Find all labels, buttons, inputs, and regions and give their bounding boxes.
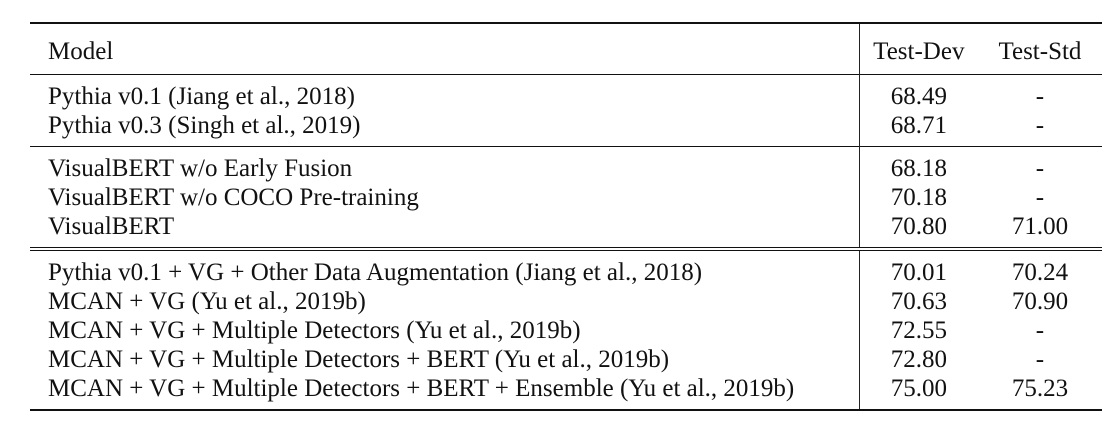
- test-std-cell: -: [1035, 346, 1045, 373]
- test-dev-cell: 68.18: [858, 146, 978, 183]
- test-std-cell: 70.24: [1011, 259, 1069, 286]
- header-test-dev: Test-Dev: [858, 23, 978, 75]
- test-std-cell: -: [1035, 83, 1045, 110]
- test-std-cell: 71.00: [1011, 213, 1069, 240]
- model-cell: Pythia v0.1 + VG + Other Data Augmentati…: [48, 259, 703, 286]
- test-std-cell: -: [1035, 317, 1045, 344]
- test-dev-cell: 70.80: [858, 212, 978, 249]
- table-row: MCAN + VG (Yu et al., 2019b) 70.63 70.90: [30, 287, 1102, 316]
- header-row: Model Test-Dev Test-Std: [30, 23, 1102, 75]
- table-row: VisualBERT w/o Early Fusion 68.18 -: [30, 146, 1102, 183]
- model-cell: VisualBERT w/o Early Fusion: [48, 155, 353, 182]
- test-dev-cell: 70.18: [858, 183, 978, 212]
- test-dev-cell: 70.63: [858, 287, 978, 316]
- test-dev-cell: 68.71: [858, 111, 978, 147]
- model-cell: VisualBERT: [48, 213, 175, 240]
- table-row: Pythia v0.1 (Jiang et al., 2018) 68.49 -: [30, 74, 1102, 111]
- table-row: MCAN + VG + Multiple Detectors + BERT + …: [30, 374, 1102, 410]
- header-model: Model: [48, 37, 114, 65]
- model-cell: MCAN + VG (Yu et al., 2019b): [48, 288, 366, 315]
- test-std-cell: -: [1035, 184, 1045, 211]
- model-cell: Pythia v0.1 (Jiang et al., 2018): [48, 83, 355, 110]
- header-test-std: Test-Std: [998, 37, 1082, 65]
- test-std-cell: -: [1035, 112, 1045, 139]
- model-cell: MCAN + VG + Multiple Detectors + BERT (Y…: [48, 346, 670, 373]
- model-cell: VisualBERT w/o COCO Pre-training: [48, 184, 419, 211]
- test-dev-cell: 72.80: [858, 345, 978, 374]
- table-header: Model Test-Dev Test-Std: [30, 23, 1102, 75]
- table-body: Pythia v0.1 (Jiang et al., 2018) 68.49- Py…: [30, 74, 1102, 410]
- model-cell: Pythia v0.3 (Singh et al., 2019): [48, 112, 361, 139]
- results-table: Model Test-Dev Test-Std Pythia v0.1 (Jia…: [30, 22, 1102, 411]
- test-std-cell: 75.23: [1011, 375, 1069, 402]
- model-cell: MCAN + VG + Multiple Detectors + BERT + …: [48, 375, 795, 402]
- table-row: VisualBERT 70.80 71.00: [30, 212, 1102, 249]
- model-cell: MCAN + VG + Multiple Detectors (Yu et al…: [48, 317, 581, 344]
- table-row: MCAN + VG + Multiple Detectors (Yu et al…: [30, 316, 1102, 345]
- test-std-cell: -: [1035, 155, 1045, 182]
- table-row: MCAN + VG + Multiple Detectors + BERT (Y…: [30, 345, 1102, 374]
- test-dev-cell: 75.00: [858, 374, 978, 410]
- test-dev-cell: 70.01: [858, 249, 978, 287]
- table-row: Pythia v0.1 + VG + Other Data Augmentati…: [30, 249, 1102, 287]
- test-dev-cell: 72.55: [858, 316, 978, 345]
- test-std-cell: 70.90: [1011, 288, 1069, 315]
- test-dev-cell: 68.49: [858, 74, 978, 111]
- table-row: Pythia v0.3 (Singh et al., 2019) 68.71 -: [30, 111, 1102, 147]
- table-row: VisualBERT w/o COCO Pre-training 70.18 -: [30, 183, 1102, 212]
